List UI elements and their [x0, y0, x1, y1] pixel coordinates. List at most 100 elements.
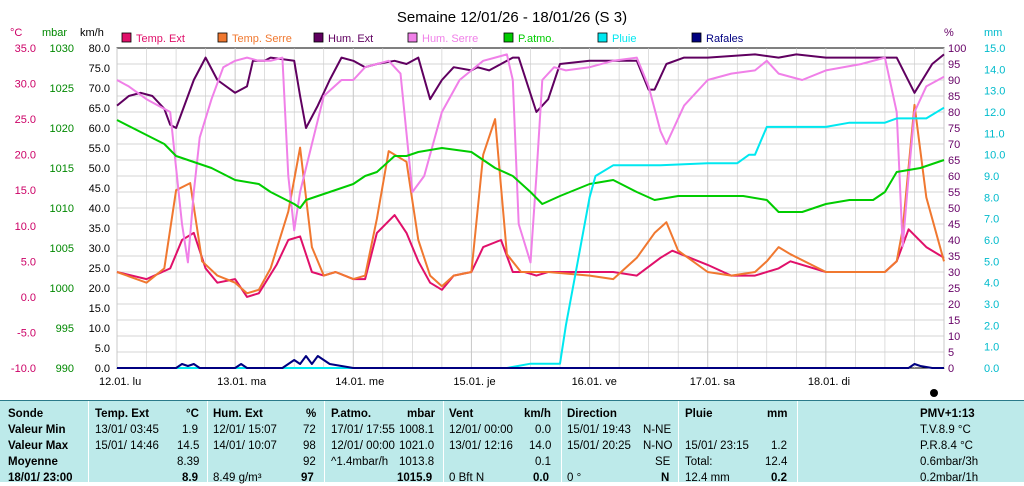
weather-chart: Semaine 12/01/26 - 18/01/26 (S 3) Temp. …: [10, 9, 1006, 397]
direction-max-date: 15/01/ 20:25: [567, 440, 631, 452]
legend-label-patmo: P.atmo.: [518, 33, 555, 45]
wind-current-value: 0.0: [533, 472, 549, 484]
wind-tick-label: 30.0: [89, 243, 110, 255]
humidity-tick-label: 55: [948, 187, 960, 199]
hum-header: Hum. Ext: [213, 408, 263, 420]
hum-current-value: 97: [301, 472, 314, 484]
x-tick-label: 14.01. me: [335, 376, 384, 388]
legend-swatch-temp_ext: [121, 32, 132, 43]
statistics-table: Sonde Valeur Min Valeur Max Moyenne 18/0…: [0, 400, 1024, 484]
column-divider: [678, 401, 679, 482]
wind-tick-label: 65.0: [89, 103, 110, 115]
wind-tick-label: 0.0: [95, 363, 110, 375]
series-line-hum_serre: [116, 53, 945, 264]
row-label-max: Valeur Max: [8, 440, 69, 452]
direction-mean-value: SE: [655, 456, 671, 468]
x-tick-label: 18.01. di: [808, 376, 850, 388]
wind-unit-label: km/h: [80, 27, 104, 39]
rain-unit: mm: [767, 408, 788, 420]
rain-tick-label: 7.0: [984, 214, 999, 226]
sonde-header: Sonde: [8, 408, 44, 420]
humidity-tick-label: 80: [948, 107, 960, 119]
press-min-date: 17/01/ 17:55: [331, 424, 395, 436]
rain-tick-label: 5.0: [984, 256, 999, 268]
pressure-tick-label: 1030: [50, 43, 74, 55]
pmv-dew-point: P.R.8.4 °C: [920, 440, 973, 452]
direction-current-value: N: [661, 472, 670, 484]
press-max-value: 1021.0: [399, 440, 435, 452]
hum-min-date: 12/01/ 15:07: [213, 424, 277, 436]
humidity-tick-label: 60: [948, 171, 960, 183]
row-label-current: 18/01/ 23:00: [8, 472, 73, 484]
wind-tick-label: 20.0: [89, 283, 110, 295]
pressure-tick-label: 1010: [50, 203, 74, 215]
wind-tick-label: 25.0: [89, 263, 110, 275]
wind-tick-label: 70.0: [89, 83, 110, 95]
legend-label-temp_serre: Temp. Serre: [232, 33, 292, 45]
rain-current-value: 0.2: [771, 472, 787, 484]
series-lines: [116, 53, 945, 369]
humidity-tick-label: 50: [948, 203, 960, 215]
record-indicator-icon: [930, 389, 938, 397]
wind-tick-label: 50.0: [89, 163, 110, 175]
pressure-tick-label: 1025: [50, 83, 74, 95]
hum-max-date: 14/01/ 10:07: [213, 440, 277, 452]
x-tick-label: 16.01. ve: [572, 376, 617, 388]
axis-units: °C mbar km/h% mm: [10, 27, 1002, 39]
humidity-tick-label: 10: [948, 331, 960, 343]
rain-tick-label: 1.0: [984, 342, 999, 354]
rain-unit-label: mm: [984, 27, 1002, 39]
legend-label-rafales: Rafales: [706, 33, 744, 45]
wind-max-value: 14.0: [529, 440, 552, 452]
wind-tick-label: 5.0: [95, 343, 110, 355]
rain-tick-label: 10.0: [984, 150, 1005, 162]
temp-max-date: 15/01/ 14:46: [95, 440, 159, 452]
pmv-pressure-1h: 0.2mbar/1h: [920, 472, 979, 484]
pmv-pressure-3h: 0.6mbar/3h: [920, 456, 979, 468]
press-current-value: 1015.9: [397, 472, 433, 484]
axes: 35.0 30.0 25.0 20.0 15.0 10.0 5.0 0.0 -5.0 -10.0 1…: [11, 43, 1006, 375]
hum-max-value: 98: [303, 440, 316, 452]
series-line-pluie: [117, 106, 945, 369]
hum-mean-value: 92: [303, 456, 316, 468]
temp-tick-label: -10.0: [11, 363, 36, 375]
rain-tick-label: 13.0: [984, 86, 1005, 98]
humidity-tick-label: 15: [948, 315, 960, 327]
wind-mean-value: 0.1: [535, 456, 551, 468]
temp-max-value: 14.5: [177, 440, 200, 452]
temp-unit: °C: [186, 408, 199, 420]
humidity-unit-label: %: [944, 27, 954, 39]
pmv-felt-temp: T.V.8.9 °C: [920, 424, 971, 436]
direction-min-date: 15/01/ 19:43: [567, 424, 631, 436]
rain-total-value: 12.4: [765, 456, 788, 468]
humidity-tick-label: 70: [948, 139, 960, 151]
temp-tick-label: 35.0: [15, 43, 36, 55]
humidity-tick-label: 5: [948, 347, 954, 359]
x-axis-labels: 12.01. lu 13.01. ma 14.01. me 15.01. je 16.0…: [99, 376, 850, 388]
pmv-header: PMV+1:13: [920, 408, 975, 420]
pressure-tick-label: 1020: [50, 123, 74, 135]
wind-tick-label: 55.0: [89, 143, 110, 155]
rain-total-label: Total:: [685, 456, 713, 468]
wind-beaufort: 0 Bft N: [449, 472, 485, 484]
humidity-tick-label: 90: [948, 75, 960, 87]
temp-mean-value: 8.39: [177, 456, 200, 468]
humidity-tick-label: 40: [948, 235, 960, 247]
hum-min-value: 72: [303, 424, 316, 436]
pressure-tick-label: 990: [56, 363, 74, 375]
legend-swatch-pluie: [597, 32, 608, 43]
wind-tick-label: 40.0: [89, 203, 110, 215]
humidity-tick-label: 35: [948, 251, 960, 263]
wind-tick-label: 60.0: [89, 123, 110, 135]
legend-label-hum_serre: Hum. Serre: [422, 33, 478, 45]
pressure-tick-label: 1005: [50, 243, 74, 255]
rain-tick-label: 2.0: [984, 320, 999, 332]
direction-header: Direction: [567, 408, 617, 420]
column-divider: [561, 401, 562, 482]
humidity-tick-label: 100: [948, 43, 966, 55]
press-mean-value: 1013.8: [399, 456, 435, 468]
column-divider: [324, 401, 325, 482]
rain-tick-label: 15.0: [984, 43, 1005, 55]
humidity-tick-label: 30: [948, 267, 960, 279]
temp-tick-label: 30.0: [15, 79, 36, 91]
